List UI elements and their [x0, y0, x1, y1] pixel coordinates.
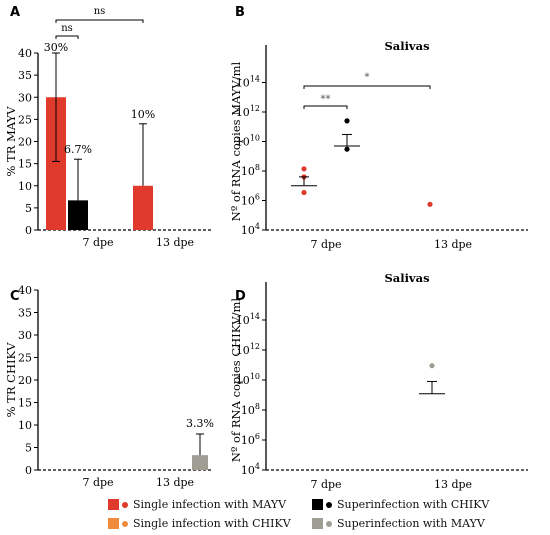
bar-label-0-0: 30% [44, 41, 68, 54]
x-tick-label-B: 13 dpe [434, 238, 472, 251]
bar-label-0-1: 10% [131, 108, 155, 121]
legend-swatch-chikv-super [312, 499, 323, 510]
y-tick-label-A: 5 [25, 202, 32, 215]
x-tick-label-D: 7 dpe [310, 478, 341, 491]
x-tick-label-D: 13 dpe [434, 478, 472, 491]
y-tick-label-C: 5 [25, 442, 32, 455]
y-tick-label-D: 106 [241, 432, 260, 447]
y-tick-label-B: 104 [241, 222, 260, 237]
sig-bracket-B-2 [303, 85, 431, 89]
y-tick-label-D: 1012 [236, 342, 260, 357]
x-tick-label-C: 7 dpe [82, 476, 113, 489]
y-tick-label-D: 104 [241, 462, 260, 477]
legend-label-chikv-super: Superinfection with CHIKV [337, 498, 490, 511]
y-axis-title-D: Nº of RNA copies CHIKV/ml [229, 298, 243, 462]
panel-title-D: Salivas [384, 271, 429, 285]
y-tick-label-C: 25 [18, 352, 32, 365]
y-tick-label-A: 35 [18, 69, 32, 82]
y-tick-label-A: 15 [18, 158, 32, 171]
y-tick-label-A: 0 [25, 224, 32, 237]
y-tick-label-A: 10 [18, 180, 32, 193]
legend-item-mayv-super: Superinfection with MAYV [312, 517, 485, 530]
y-tick-label-A: 30 [18, 91, 32, 104]
data-point-B-1-1 [344, 118, 350, 124]
y-tick-label-D: 108 [241, 402, 260, 417]
y-tick-label-B: 108 [241, 163, 260, 178]
legend-swatch-mayv-single [108, 499, 119, 510]
y-tick-label-C: 30 [18, 329, 32, 342]
data-point-B-1-0 [344, 146, 350, 152]
bar-label-1-0: 6.7% [64, 143, 92, 156]
bar-chikv-super-0 [68, 200, 88, 230]
data-point-D-0 [429, 363, 435, 369]
y-tick-label-B: 1010 [236, 134, 260, 149]
panel-letter-C: C [10, 289, 20, 304]
sig-label-A-1: ns [61, 23, 73, 34]
y-tick-label-A: 20 [18, 136, 32, 149]
legend-label-mayv-super: Superinfection with MAYV [337, 517, 485, 530]
sig-bracket-A-2 [55, 19, 144, 23]
y-tick-label-C: 35 [18, 307, 32, 320]
legend-dot-mayv-super [326, 520, 332, 527]
sig-label-B-1: ** [321, 94, 331, 105]
legend-dot-chikv-single [122, 520, 128, 527]
legend-swatch-mayv-super [312, 518, 323, 529]
data-point-B-0-1 [301, 166, 307, 172]
y-tick-label-D: 1010 [236, 372, 260, 387]
y-axis-title-C: % TR CHIKV [4, 342, 18, 418]
legend-item-chikv-super: Superinfection with CHIKV [312, 498, 489, 511]
legend-item-mayv-single: Single infection with MAYV [108, 498, 286, 511]
panel-letter-A: A [10, 5, 20, 20]
legend-dot-chikv-super [326, 501, 332, 508]
panel-letter-D: D [235, 289, 246, 304]
x-tick-label-C: 13 dpe [156, 476, 194, 489]
y-tick-label-B: 106 [241, 193, 260, 208]
legend-dot-mayv-single [122, 501, 128, 508]
y-axis-title-B: Nº of RNA copies MAYV/ml [229, 61, 243, 221]
y-tick-label-C: 40 [18, 284, 32, 297]
legend-label-mayv-single: Single infection with MAYV [133, 498, 287, 511]
data-point-B-2-0 [427, 201, 433, 207]
legend-item-chikv-single: Single infection with CHIKV [108, 517, 291, 530]
data-point-B-0-0 [301, 189, 307, 196]
panel-letter-B: B [235, 5, 245, 20]
legend-swatch-chikv-single [108, 518, 119, 529]
y-tick-label-B: 1012 [236, 104, 260, 119]
legend-label-chikv-single: Single infection with CHIKV [133, 517, 291, 530]
sig-bracket-A-1 [55, 35, 79, 39]
bar-mayv-1 [133, 185, 153, 230]
sig-label-B-2: * [365, 72, 370, 83]
y-tick-label-A: 25 [18, 113, 32, 126]
y-tick-label-D: 1014 [236, 312, 260, 327]
bar-mayv-0 [46, 97, 66, 230]
y-axis-title-A: % TR MAYV [4, 106, 18, 177]
y-tick-label-A: 40 [18, 47, 32, 60]
bar-mayv-super-13dpe [192, 455, 208, 470]
sig-label-A-2: ns [94, 6, 106, 17]
x-tick-label-A: 7 dpe [82, 236, 113, 249]
panel-title-B: Salivas [384, 39, 429, 53]
x-tick-label-B: 7 dpe [310, 238, 341, 251]
y-tick-label-B: 1014 [236, 75, 260, 90]
y-tick-label-C: 15 [18, 397, 32, 410]
x-tick-label-A: 13 dpe [156, 236, 194, 249]
sig-bracket-B-1 [303, 105, 348, 109]
y-tick-label-C: 0 [25, 464, 32, 477]
y-tick-label-C: 10 [18, 419, 32, 432]
bar-label-C: 3.3% [186, 417, 214, 430]
y-tick-label-C: 20 [18, 374, 32, 387]
